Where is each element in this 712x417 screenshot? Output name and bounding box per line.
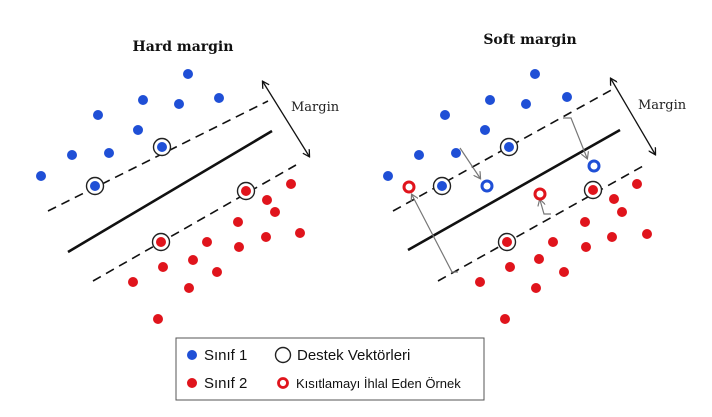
lower-margin-line	[92, 164, 297, 282]
class1-point	[480, 125, 490, 135]
class1-point	[521, 99, 531, 109]
legend: Sınıf 1 Sınıf 2 Destek Vektörleri Kısıtl…	[175, 337, 485, 401]
violating-sample-legend-marker	[277, 377, 289, 389]
hard-margin-title: Hard margin	[133, 39, 234, 55]
class1-point	[36, 171, 46, 181]
upper-margin-line	[47, 100, 269, 212]
class2-point	[607, 232, 617, 242]
class1-point	[451, 148, 461, 158]
class2-point	[261, 232, 271, 242]
class2-legend-marker	[187, 378, 197, 388]
slack-arrows	[412, 117, 587, 273]
class1-support-vectors	[432, 137, 519, 196]
class1-point	[138, 95, 148, 105]
class2-point	[212, 267, 222, 277]
class1-point	[93, 110, 103, 120]
class2-point	[548, 237, 558, 247]
class1-point	[214, 93, 224, 103]
slack-arrow	[459, 147, 480, 178]
class2-point	[202, 237, 212, 247]
support-vector-legend-marker	[274, 346, 292, 364]
soft-margin-title: Soft margin	[483, 32, 576, 48]
class1-support-vector-dot	[504, 142, 514, 152]
class2-support-vector-dot	[502, 237, 512, 247]
support-vector-legend-label: Destek Vektörleri	[297, 347, 410, 364]
class2-point	[580, 217, 590, 227]
class1-point	[133, 125, 143, 135]
class1-point	[414, 150, 424, 160]
hard-margin-panel: Hard margin Margin	[36, 39, 340, 324]
violating-sample-legend-label: Kısıtlamayı İhlal Eden Örnek	[296, 376, 461, 391]
class2-support-vectors	[497, 180, 603, 252]
slack-arrow	[563, 117, 587, 158]
class1-point	[67, 150, 77, 160]
class2-point	[617, 207, 627, 217]
margin-width-arrow	[611, 79, 655, 154]
class2-violating-sample	[533, 187, 547, 201]
class1-violating-sample	[480, 179, 494, 193]
class1-points	[36, 69, 224, 181]
slack-arrow	[540, 200, 551, 215]
class2-point	[270, 207, 280, 217]
decision-boundary	[407, 128, 621, 252]
class2-point	[559, 267, 569, 277]
lower-margin-line	[437, 165, 644, 282]
decision-boundary	[67, 129, 273, 254]
class2-point	[475, 277, 485, 287]
class2-point	[531, 283, 541, 293]
class1-point	[440, 110, 450, 120]
class1-support-vector-dot	[90, 181, 100, 191]
class2-support-vector-dot	[241, 186, 251, 196]
class1-legend-marker	[187, 350, 197, 360]
class2-point	[233, 217, 243, 227]
class1-support-vector-dot	[437, 181, 447, 191]
class2-point	[609, 194, 619, 204]
class2-support-vector-dot	[156, 237, 166, 247]
class2-point	[581, 242, 591, 252]
class2-point	[632, 179, 642, 189]
class2-legend-label: Sınıf 2	[204, 375, 247, 392]
class1-point	[562, 92, 572, 102]
class2-points	[128, 179, 305, 324]
soft-margin-panel: Soft margin Margin	[383, 32, 687, 324]
class2-point	[286, 179, 296, 189]
margin-label: Margin	[638, 98, 687, 113]
margin-label: Margin	[291, 100, 340, 115]
class2-violating-sample	[402, 180, 416, 194]
class2-point	[500, 314, 510, 324]
class2-point	[158, 262, 168, 272]
class1-point	[104, 148, 114, 158]
class1-points	[383, 69, 572, 181]
class2-point	[234, 242, 244, 252]
class2-point	[153, 314, 163, 324]
class2-point	[128, 277, 138, 287]
class2-support-vectors	[151, 181, 256, 252]
class1-support-vectors	[85, 137, 172, 196]
class1-legend-label: Sınıf 1	[204, 347, 247, 364]
class2-points	[475, 179, 652, 324]
class2-point	[188, 255, 198, 265]
class1-point	[485, 95, 495, 105]
class1-point	[183, 69, 193, 79]
slack-arrow	[412, 195, 458, 273]
class1-point	[174, 99, 184, 109]
class1-point	[383, 171, 393, 181]
class2-point	[505, 262, 515, 272]
class2-point	[534, 254, 544, 264]
legend-box	[175, 337, 485, 401]
class2-point	[642, 229, 652, 239]
class2-point	[295, 228, 305, 238]
class1-point	[530, 69, 540, 79]
class1-violating-sample	[587, 159, 601, 173]
class2-point	[262, 195, 272, 205]
class2-violating-samples	[402, 180, 547, 201]
class2-support-vector-dot	[588, 185, 598, 195]
margin-width-arrow	[263, 82, 309, 156]
class2-point	[184, 283, 194, 293]
class1-support-vector-dot	[157, 142, 167, 152]
class1-violating-samples	[480, 159, 601, 193]
